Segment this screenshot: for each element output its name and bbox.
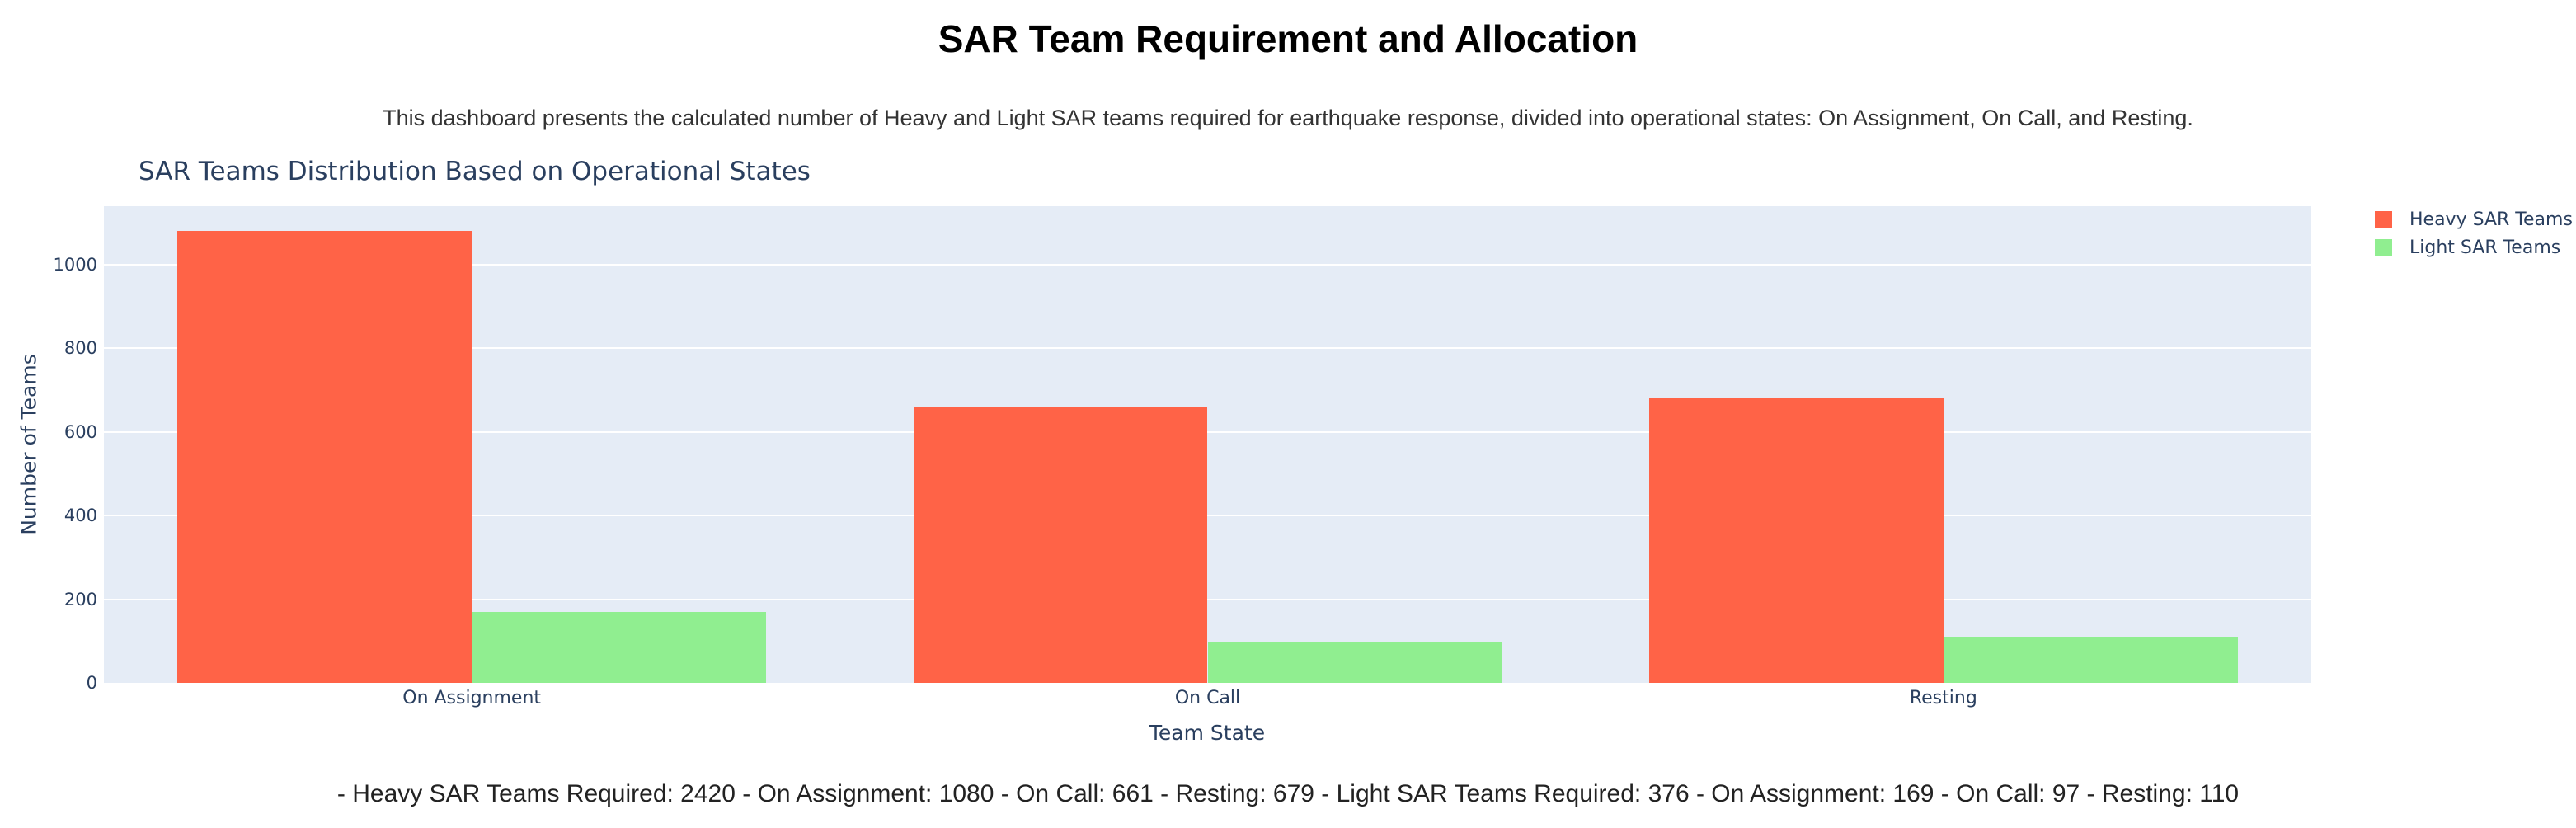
legend-item-light-sar-teams[interactable]: Light SAR Teams	[2375, 238, 2573, 258]
gridline-y-1000	[104, 263, 2311, 266]
x-tick-label-resting: Resting	[1909, 688, 1977, 708]
x-axis-title: Team State	[1149, 721, 1266, 745]
y-tick-label-1000: 1000	[53, 254, 97, 275]
y-tick-label-600: 600	[63, 421, 97, 442]
bar-light-sar-teams-on-call[interactable]	[1207, 642, 1502, 683]
legend-label-heavy: Heavy SAR Teams	[2409, 209, 2573, 230]
plot-area	[104, 206, 2311, 683]
legend-label-light: Light SAR Teams	[2409, 238, 2561, 258]
bar-heavy-sar-teams-on-assignment[interactable]	[177, 230, 472, 683]
y-tick-label-0: 0	[86, 673, 97, 693]
page-subtitle: This dashboard presents the calculated n…	[383, 106, 2193, 130]
summary-stats-text: - Heavy SAR Teams Required: 2420 - On As…	[336, 780, 2240, 807]
bar-heavy-sar-teams-on-call[interactable]	[913, 406, 1208, 683]
gridline-y-600	[104, 430, 2311, 433]
chart-title: SAR Teams Distribution Based on Operatio…	[139, 157, 811, 186]
chart-legend: Heavy SAR Teams Light SAR Teams	[2375, 209, 2573, 258]
heavy-series-swatch-icon	[2375, 211, 2392, 228]
x-tick-label-on-call: On Call	[1174, 688, 1241, 708]
bar-heavy-sar-teams-resting[interactable]	[1648, 398, 1944, 683]
y-tick-label-200: 200	[63, 589, 97, 609]
x-tick-label-on-assignment: On Assignment	[402, 688, 542, 708]
y-tick-label-400: 400	[63, 506, 97, 525]
gridline-y-800	[104, 347, 2311, 350]
gridline-y-400	[104, 515, 2311, 517]
bar-light-sar-teams-resting[interactable]	[1943, 637, 2238, 683]
y-tick-label-800: 800	[63, 338, 97, 359]
bar-light-sar-teams-on-assignment[interactable]	[472, 612, 767, 683]
light-series-swatch-icon	[2375, 239, 2392, 256]
legend-item-heavy-sar-teams[interactable]: Heavy SAR Teams	[2375, 209, 2573, 230]
page-title: SAR Team Requirement and Allocation	[938, 17, 1638, 60]
gridline-y-200	[104, 598, 2311, 600]
